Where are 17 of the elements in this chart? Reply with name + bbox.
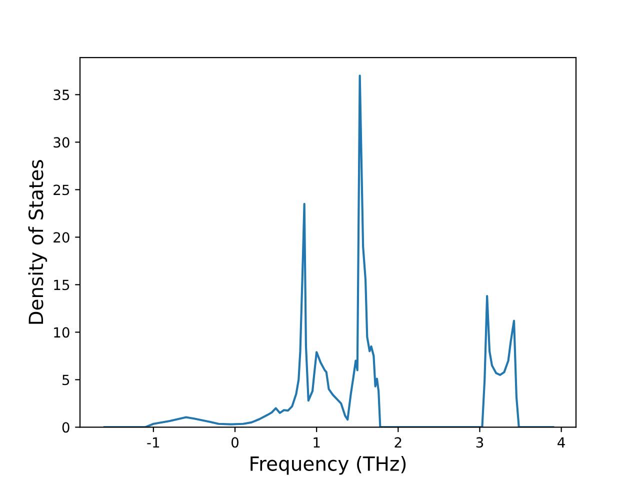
line-series xyxy=(103,74,554,428)
y-tick-label: 10 xyxy=(54,327,70,338)
x-tick-label: 3 xyxy=(476,437,484,448)
x-tick-label: 4 xyxy=(558,437,565,448)
y-tick-label: 35 xyxy=(54,90,70,100)
y-tick-label: 30 xyxy=(54,137,70,148)
y-tick-label: 5 xyxy=(62,374,70,386)
x-tick-label: 1 xyxy=(314,437,320,448)
x-axis-title: Frequency (THz) xyxy=(250,456,406,475)
x-tick-label: -1 xyxy=(147,437,160,448)
y-tick-label: 15 xyxy=(54,280,70,290)
x-tick-label: 2 xyxy=(394,437,402,448)
y-axis-title: Density of States xyxy=(28,160,48,324)
y-tick-label: 20 xyxy=(54,232,70,243)
y-tick-label: 25 xyxy=(54,184,70,196)
y-tick-label: 0 xyxy=(62,422,70,433)
x-tick-label: 0 xyxy=(231,437,238,448)
